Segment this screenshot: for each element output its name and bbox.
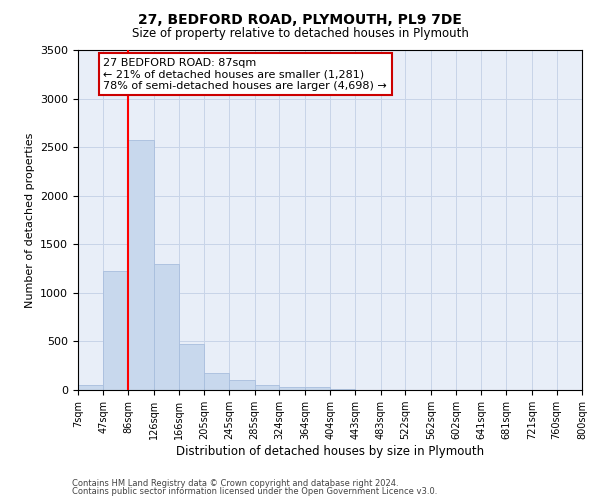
Text: Size of property relative to detached houses in Plymouth: Size of property relative to detached ho… [131,28,469,40]
Bar [154,264,179,390]
Text: 27, BEDFORD ROAD, PLYMOUTH, PL9 7DE: 27, BEDFORD ROAD, PLYMOUTH, PL9 7DE [138,12,462,26]
Bar [305,387,331,390]
Bar [229,380,254,390]
X-axis label: Distribution of detached houses by size in Plymouth: Distribution of detached houses by size … [176,445,484,458]
Bar [331,388,355,390]
Bar [78,385,103,390]
Bar [254,384,280,390]
Bar [128,140,154,390]
Bar [204,372,229,390]
Bar [179,344,204,390]
Text: 27 BEDFORD ROAD: 87sqm
← 21% of detached houses are smaller (1,281)
78% of semi-: 27 BEDFORD ROAD: 87sqm ← 21% of detached… [103,58,387,91]
Bar [103,272,128,390]
Text: Contains public sector information licensed under the Open Government Licence v3: Contains public sector information licen… [72,487,437,496]
Y-axis label: Number of detached properties: Number of detached properties [25,132,35,308]
Bar [280,386,305,390]
Text: Contains HM Land Registry data © Crown copyright and database right 2024.: Contains HM Land Registry data © Crown c… [72,478,398,488]
